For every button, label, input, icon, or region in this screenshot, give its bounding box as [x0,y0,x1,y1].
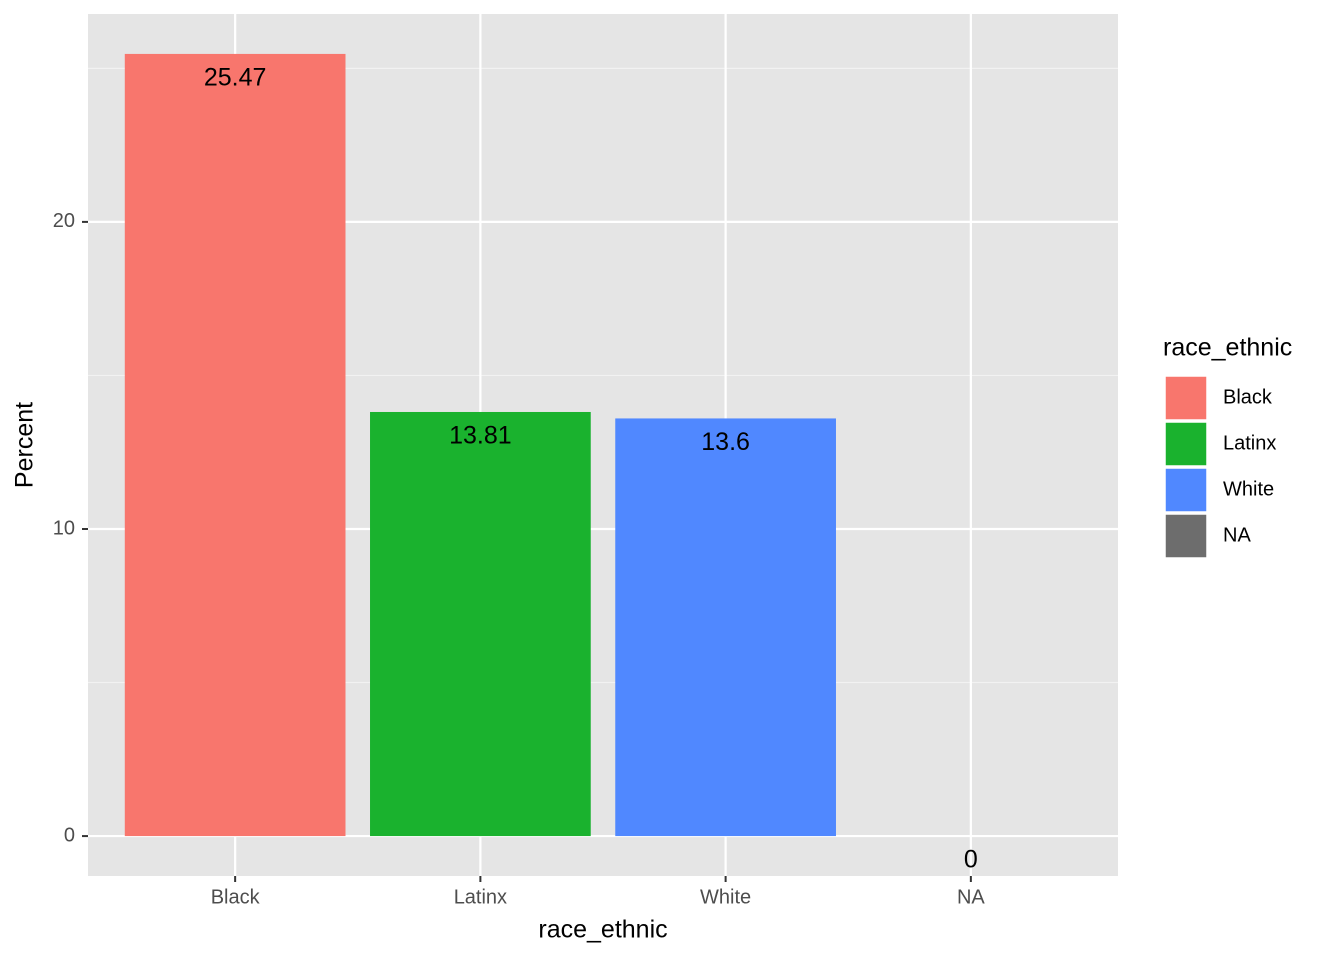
x-tick-label: White [700,886,751,908]
value-label: 13.6 [701,428,750,456]
legend-key [1164,513,1208,559]
legend-label: White [1223,478,1274,500]
legend-key [1164,467,1208,513]
x-axis-title: race_ethnic [538,916,667,944]
y-axis-title: Percent [11,402,39,488]
value-label: 13.81 [449,422,512,450]
bar [370,411,591,837]
legend-title: race_ethnic [1163,334,1292,362]
bar [124,53,346,837]
legend-key [1164,421,1208,467]
bar [615,418,836,837]
y-tick-label: 20 [53,210,75,232]
value-label: 25.47 [204,64,267,92]
legend-label: Black [1223,386,1273,408]
value-label: 0 [964,846,978,874]
legend-label: NA [1223,524,1251,546]
legend-key [1164,375,1208,421]
x-tick-label: Black [211,886,261,908]
y-tick-label: 10 [53,517,75,539]
legend-label: Latinx [1223,432,1276,454]
y-tick-label: 0 [64,824,75,846]
x-tick-label: Latinx [454,886,507,908]
x-tick-label: NA [957,886,985,908]
